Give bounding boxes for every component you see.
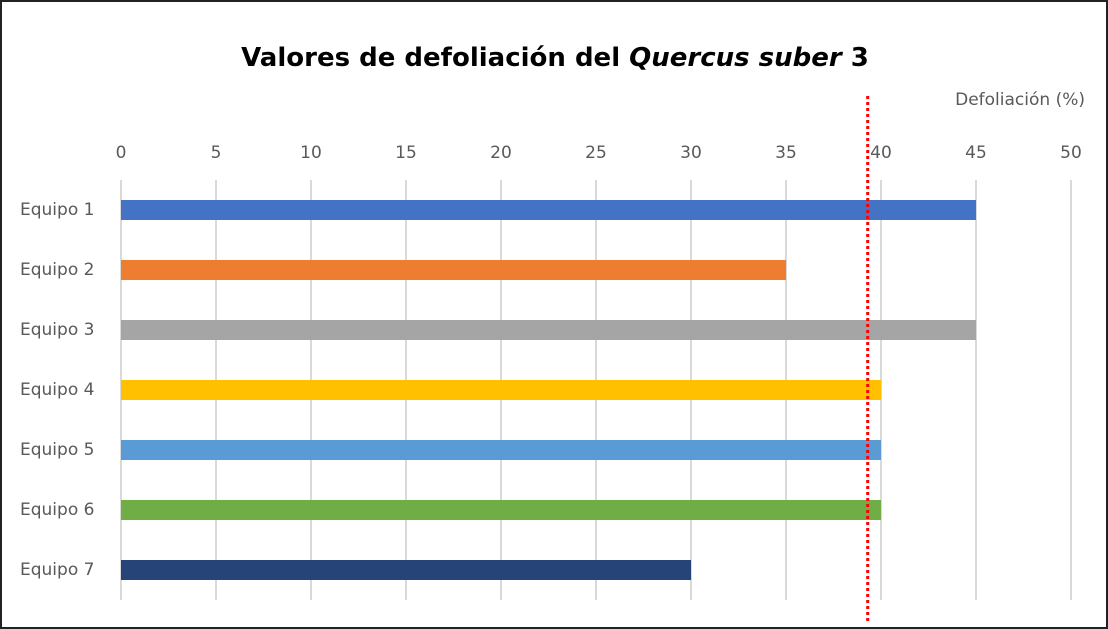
x-tick-label: 40 (870, 143, 892, 163)
x-tick-label: 30 (680, 143, 702, 163)
x-tick-label: 20 (490, 143, 512, 163)
x-tick-label: 25 (585, 143, 607, 163)
bar (121, 380, 881, 400)
bar (121, 320, 976, 340)
x-tick-label: 0 (116, 143, 127, 163)
x-axis-label: Defoliación (%) (955, 90, 1085, 110)
x-tick-label: 5 (211, 143, 222, 163)
bar (121, 200, 976, 220)
bar (121, 260, 786, 280)
x-tick-label: 10 (300, 143, 322, 163)
title-part: Valores de defoliación del (241, 43, 629, 73)
y-tick-label: Equipo 5 (20, 440, 94, 460)
y-tick-label: Equipo 2 (20, 260, 94, 280)
title-part: Quercus suber (629, 43, 844, 73)
y-tick-label: Equipo 3 (20, 320, 94, 340)
bar (121, 440, 881, 460)
y-tick-label: Equipo 6 (20, 500, 94, 520)
y-tick-label: Equipo 1 (20, 200, 94, 220)
x-tick-label: 35 (775, 143, 797, 163)
y-tick-label: Equipo 4 (20, 380, 94, 400)
bar (121, 500, 881, 520)
x-tick-label: 15 (395, 143, 417, 163)
y-tick-label: Equipo 7 (20, 560, 94, 580)
title-part: 3 (842, 43, 869, 73)
chart-title: Valores de defoliación del Quercus suber… (241, 43, 869, 73)
x-tick-label: 50 (1060, 143, 1082, 163)
x-tick-label: 45 (965, 143, 987, 163)
bar (121, 560, 691, 580)
